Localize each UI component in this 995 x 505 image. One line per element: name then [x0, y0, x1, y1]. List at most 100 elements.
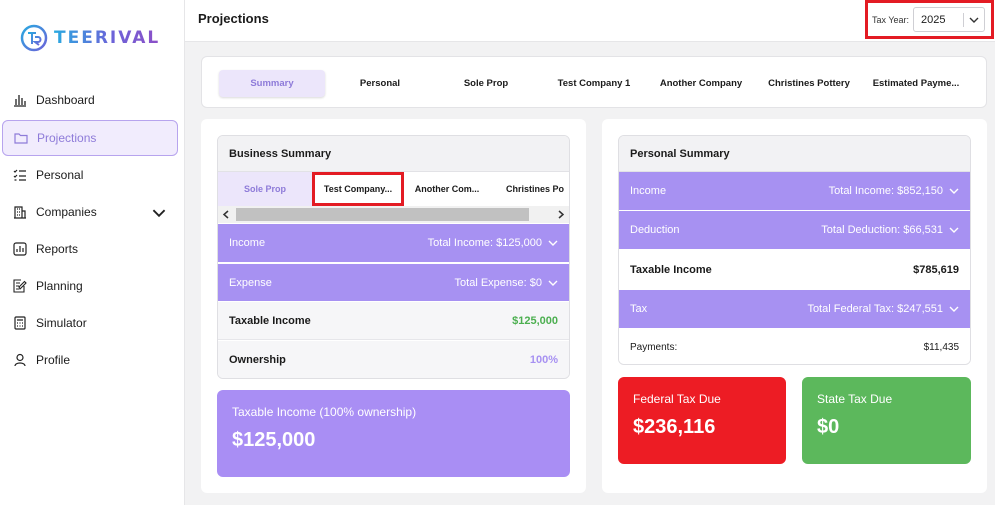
sidebar-item-reports[interactable]: Reports — [2, 231, 178, 267]
ownership-label: Ownership — [229, 354, 286, 366]
taxable-income-card-value: $125,000 — [232, 429, 316, 451]
personal-tax-row[interactable]: Tax Total Federal Tax: $247,551 — [619, 290, 970, 328]
sidebar-item-simulator[interactable]: Simulator — [2, 305, 178, 341]
sidebar-item-personal[interactable]: Personal — [2, 157, 178, 193]
expense-label: Expense — [229, 276, 272, 289]
sidebar-item-label: Profile — [36, 353, 71, 367]
business-panel: Business Summary Sole Prop Test Company.… — [201, 119, 586, 493]
taxable-income-value: $785,619 — [913, 264, 959, 276]
bar-chart-icon — [14, 95, 26, 107]
select-divider — [963, 13, 965, 27]
tax-year-select[interactable]: 2025 — [913, 7, 986, 32]
logo[interactable]: TEERIVAL — [20, 24, 160, 52]
subtab-another-company[interactable]: Another Com... — [414, 184, 480, 194]
total-expense: Total Expense: $0 — [454, 276, 542, 289]
scroll-left-icon[interactable] — [222, 210, 231, 219]
personal-summary-title: Personal Summary — [619, 136, 970, 172]
page-title: Projections — [198, 11, 269, 26]
total-income: Total Income: $852,150 — [828, 185, 943, 197]
scroll-thumb[interactable] — [236, 208, 529, 221]
chevron-down-icon — [969, 17, 979, 23]
chevron-down-icon — [949, 227, 959, 233]
total-federal-tax: Total Federal Tax: $247,551 — [807, 303, 943, 315]
folder-icon — [14, 133, 28, 144]
personal-taxable-row: Taxable Income $785,619 — [619, 250, 970, 290]
tab-summary[interactable]: Summary — [219, 70, 325, 97]
business-income-row[interactable]: Income Total Income: $125,000 — [218, 224, 569, 262]
income-label: Income — [630, 185, 667, 197]
business-ownership-row: Ownership 100% — [218, 341, 569, 378]
tab-personal[interactable]: Personal — [359, 78, 401, 89]
horizontal-scrollbar[interactable] — [218, 206, 569, 223]
sidebar-item-label: Simulator — [36, 316, 87, 330]
sidebar-item-label: Planning — [36, 279, 83, 293]
subtab-test-company[interactable]: Test Company... — [312, 172, 404, 206]
chevron-down-icon — [548, 240, 558, 246]
state-tax-due-label: State Tax Due — [817, 392, 893, 406]
business-subtabs: Sole Prop Test Company... Another Com...… — [218, 172, 569, 206]
chevron-down-icon — [548, 280, 558, 286]
ownership-value: 100% — [529, 354, 558, 366]
sidebar: TEERIVAL Dashboard Projections Personal … — [0, 0, 185, 505]
business-taxable-row: Taxable Income $125,000 — [218, 302, 569, 340]
subtab-christines-pottery[interactable]: Christines Po — [506, 184, 565, 194]
tax-year-label: Tax Year: — [872, 14, 910, 25]
projection-tabs: Summary Personal Sole Prop Test Company … — [201, 56, 987, 108]
taxable-income-label: Taxable Income — [630, 264, 712, 276]
header: Projections Tax Year: 2025 — [185, 0, 995, 42]
chevron-down-icon — [949, 188, 959, 194]
sidebar-item-label: Projections — [37, 131, 97, 145]
tab-christines-pottery[interactable]: Christines Pottery — [768, 78, 850, 89]
business-summary-title: Business Summary — [218, 136, 569, 172]
sidebar-item-profile[interactable]: Profile — [2, 342, 178, 378]
taxable-income-card: Taxable Income (100% ownership) $125,000 — [217, 390, 570, 477]
total-income: Total Income: $125,000 — [427, 237, 542, 249]
subtab-sole-prop[interactable]: Sole Prop — [218, 172, 312, 206]
calculator-icon — [14, 316, 26, 330]
income-label: Income — [229, 237, 266, 249]
payments-label: Payments: — [630, 341, 678, 353]
sidebar-item-planning[interactable]: Planning — [2, 268, 178, 304]
federal-tax-due-card: Federal Tax Due $236,116 — [618, 377, 786, 464]
state-tax-due-card: State Tax Due $0 — [802, 377, 971, 464]
building-icon — [14, 206, 26, 219]
tax-year-control: Tax Year: 2025 — [865, 0, 994, 39]
checklist-icon — [13, 169, 26, 181]
taxable-income-value: $125,000 — [512, 314, 558, 327]
chevron-down-icon — [152, 209, 166, 218]
payments-value: $11,435 — [923, 341, 959, 353]
deduction-label: Deduction — [630, 224, 680, 236]
edit-document-icon — [13, 279, 27, 293]
personal-deduction-row[interactable]: Deduction Total Deduction: $66,531 — [619, 211, 970, 249]
brand-name: TEERIVAL — [54, 28, 161, 48]
scroll-right-icon[interactable] — [556, 210, 565, 219]
sidebar-item-label: Reports — [36, 242, 79, 256]
personal-panel: Personal Summary Income Total Income: $8… — [602, 119, 987, 493]
tab-estimated-payments[interactable]: Estimated Payme... — [872, 78, 960, 89]
tab-another-company[interactable]: Another Company — [659, 78, 743, 89]
report-chart-icon — [13, 242, 27, 256]
taxable-income-label: Taxable Income — [229, 314, 311, 327]
teerival-logo-icon — [20, 24, 48, 52]
sidebar-item-dashboard[interactable]: Dashboard — [2, 82, 178, 118]
taxable-income-card-label: Taxable Income (100% ownership) — [232, 405, 417, 419]
state-tax-due-value: $0 — [817, 416, 840, 438]
sidebar-item-label: Personal — [36, 168, 84, 182]
tab-test-company-1[interactable]: Test Company 1 — [557, 78, 631, 89]
user-icon — [14, 353, 26, 367]
sidebar-item-companies[interactable]: Companies — [2, 194, 178, 230]
sidebar-item-projections[interactable]: Projections — [2, 120, 178, 156]
chevron-down-icon — [949, 306, 959, 312]
tab-sole-prop[interactable]: Sole Prop — [463, 78, 509, 89]
business-summary-card: Business Summary Sole Prop Test Company.… — [217, 135, 570, 379]
federal-tax-due-value: $236,116 — [633, 416, 716, 438]
tax-year-value: 2025 — [921, 13, 946, 26]
business-expense-row[interactable]: Expense Total Expense: $0 — [218, 264, 569, 301]
sidebar-item-label: Dashboard — [36, 93, 95, 107]
federal-tax-due-label: Federal Tax Due — [633, 392, 721, 406]
personal-income-row[interactable]: Income Total Income: $852,150 — [619, 172, 970, 210]
personal-summary-card: Personal Summary Income Total Income: $8… — [618, 135, 971, 365]
payments-row: Payments: $11,435 — [619, 328, 970, 364]
tax-label: Tax — [630, 303, 648, 315]
total-deduction: Total Deduction: $66,531 — [821, 224, 943, 236]
